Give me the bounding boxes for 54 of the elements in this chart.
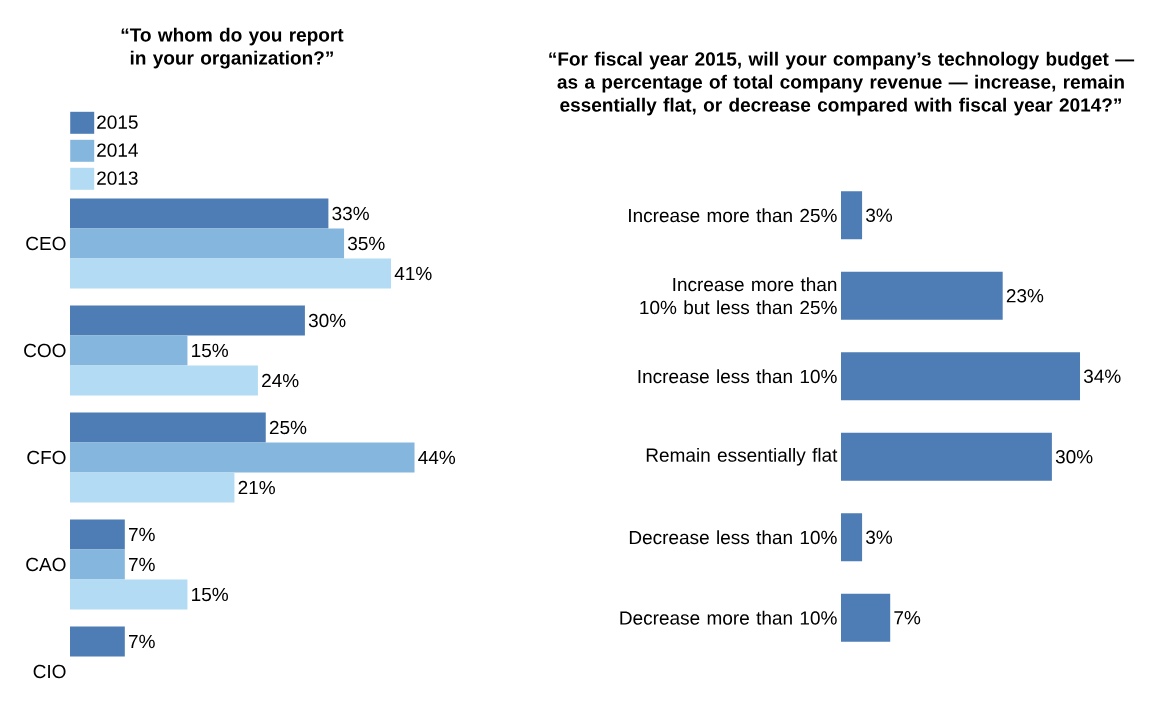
data-label: 44%	[418, 450, 456, 465]
bar	[841, 432, 1052, 481]
y-tick-label: Decrease more than 10%	[620, 610, 837, 625]
y-tick-label: CEO	[26, 236, 66, 251]
data-label: 7%	[128, 634, 155, 649]
bar	[70, 412, 266, 443]
y-tick-label: Increase more than 25%	[629, 208, 837, 223]
bar	[70, 365, 258, 396]
bar	[70, 258, 392, 289]
bar	[70, 228, 345, 259]
y-tick-label: CIO	[33, 664, 66, 679]
data-label: 24%	[262, 373, 299, 388]
bar	[70, 626, 125, 657]
y-tick-label: Decrease less than 10%	[629, 530, 837, 545]
data-label: 3%	[866, 208, 893, 222]
bar	[841, 593, 891, 642]
bar	[841, 513, 863, 562]
bar	[70, 335, 188, 366]
data-label: 7%	[128, 527, 155, 542]
data-label: 34%	[1083, 369, 1121, 383]
bar	[70, 519, 125, 550]
data-label: 23%	[1006, 289, 1044, 303]
bar	[841, 191, 863, 240]
bar	[70, 549, 125, 580]
y-tick-label: COO	[24, 343, 66, 358]
y-tick-label: CFO	[27, 450, 66, 465]
data-label: 30%	[308, 313, 346, 328]
chart-title: “To whom do you report in your organization?”	[121, 27, 344, 69]
bar	[70, 305, 305, 336]
legend-label: 2015	[97, 115, 138, 129]
y-tick-label: Increase more than 10% but less than 25%	[640, 277, 837, 315]
data-label: 30%	[1055, 450, 1093, 464]
bar	[841, 271, 1003, 320]
bar	[841, 352, 1081, 401]
y-tick-label: Remain essentially flat	[646, 447, 838, 466]
data-label: 35%	[347, 236, 385, 251]
legend-label: 2013	[97, 171, 138, 185]
legend-label: 2014	[97, 143, 138, 157]
data-label: 3%	[866, 530, 893, 544]
bar	[70, 442, 415, 473]
chart-title: “For fiscal year 2015, will your company’s technology budget — as a percentage of total company revenue — increase, remain essentially flat, or decrease compared with fiscal year 2014?”	[549, 51, 1135, 116]
y-tick-label: Increase less than 10%	[638, 369, 837, 384]
data-label: 15%	[192, 587, 228, 602]
data-label: 25%	[269, 420, 307, 435]
data-label: 41%	[394, 266, 432, 281]
data-label: 33%	[332, 206, 369, 221]
bar	[70, 198, 329, 229]
data-label: 15%	[192, 343, 228, 358]
bar	[70, 472, 235, 503]
y-tick-label: CAO	[26, 557, 66, 572]
bar	[70, 579, 188, 610]
data-label: 21%	[238, 480, 275, 495]
data-label: 7%	[128, 557, 155, 572]
data-label: 7%	[894, 611, 921, 625]
